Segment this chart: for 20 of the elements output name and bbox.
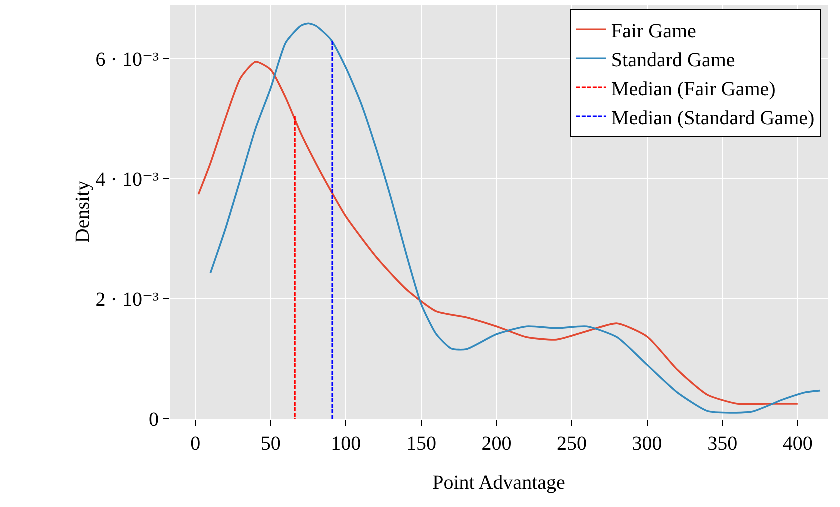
legend-label: Median (Standard Game) [611,107,815,130]
x-tick-label: 250 [557,433,588,455]
x-axis-title: Point Advantage [432,472,566,494]
y-tick-label: 6 · 10⁻³ [96,49,159,71]
legend-label: Median (Fair Game) [611,78,776,100]
x-tick-label: 150 [406,433,436,455]
x-tick-label: 50 [260,433,281,455]
y-tick-label: 2 · 10⁻³ [96,289,159,311]
x-tick-label: 300 [632,433,662,455]
y-axis-title: Density [72,180,94,244]
x-tick-label: 400 [782,433,813,455]
y-tick-label: 0 [149,409,159,431]
x-tick-label: 100 [331,433,362,455]
legend-label: Fair Game [611,20,697,42]
x-tick-label: 0 [190,433,201,455]
x-tick-label: 350 [708,433,738,455]
legend-label: Standard Game [611,49,736,72]
line-series [210,22,822,414]
y-tick-label: 4 · 10⁻³ [96,169,159,191]
x-tick-label: 200 [482,433,512,455]
